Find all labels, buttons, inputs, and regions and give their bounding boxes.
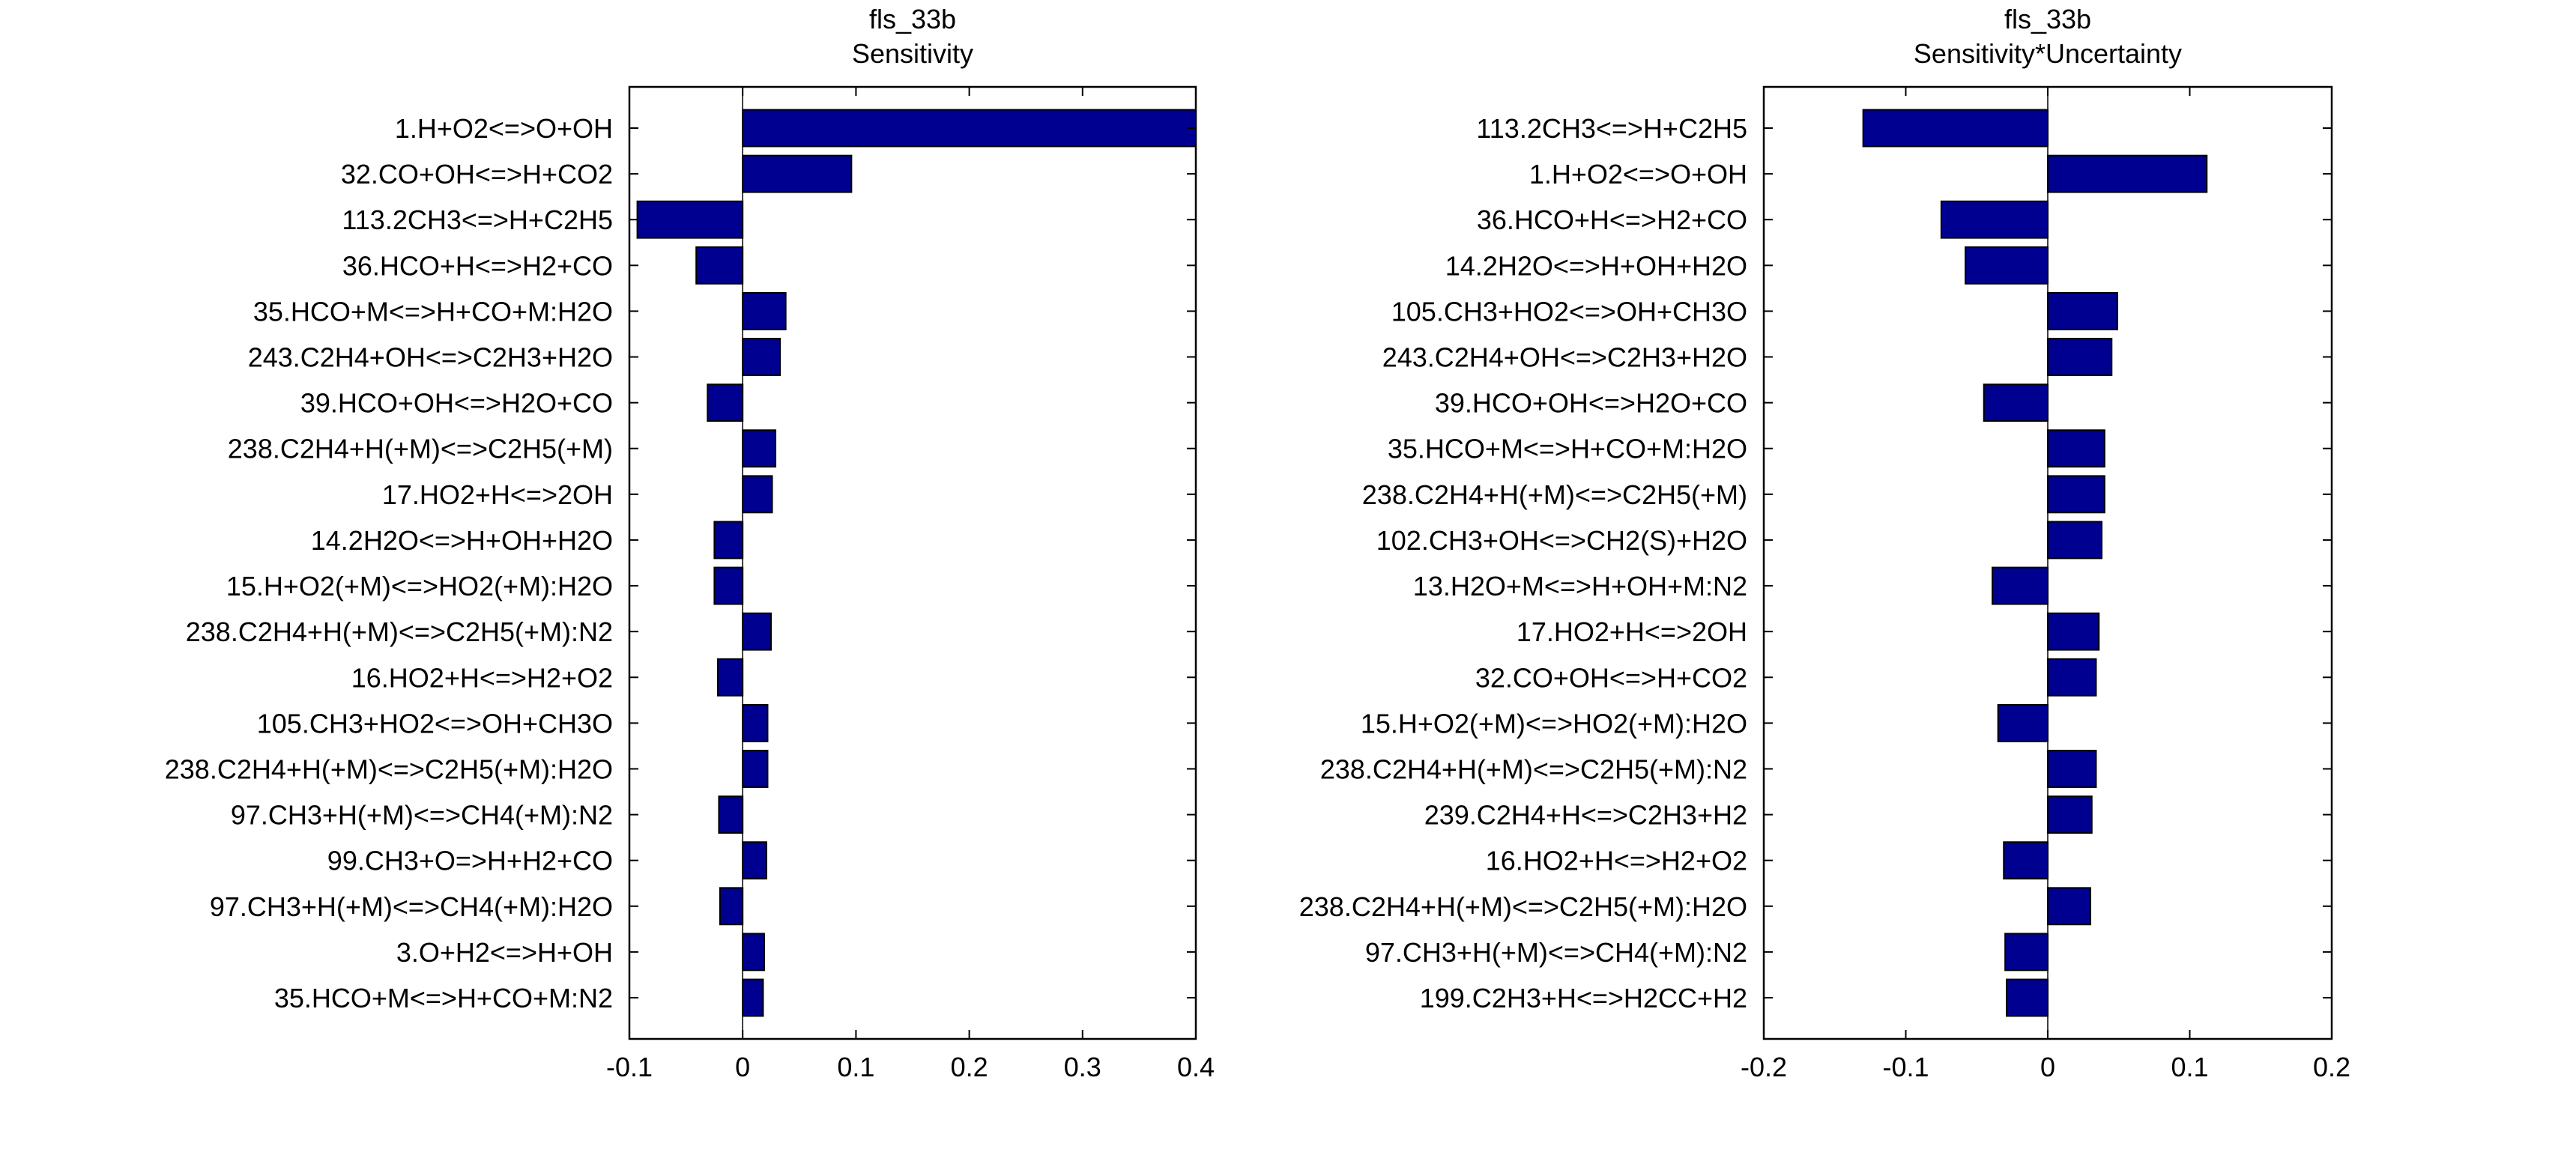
bar [742,612,773,651]
bar [2047,658,2097,697]
bar [742,841,767,880]
category-label: 113.2CH3<=>H+C2H5 [342,204,613,235]
bar [742,933,765,972]
category-label: 105.CH3+HO2<=>OH+CH3O [257,708,613,739]
bar [2047,795,2093,834]
bar [2047,429,2105,468]
bar [636,200,744,239]
category-label: 32.CO+OH<=>H+CO2 [1475,662,1747,693]
category-label: 243.C2H4+OH<=>C2H3+H2O [1382,342,1747,373]
category-label: 238.C2H4+H(+M)<=>C2H5(+M) [228,434,613,464]
bar [2003,841,2049,880]
bar [707,384,744,422]
category-label: 99.CH3+O=>H+H2+CO [327,846,613,876]
bar [742,154,853,193]
bar [742,291,787,330]
category-label: 13.H2O+M<=>H+OH+M:N2 [1413,571,1747,601]
x-tick-label: -0.2 [1741,1052,1787,1082]
x-tick-label: 0.1 [2171,1052,2208,1082]
category-label: 239.C2H4+H<=>C2H3+H2 [1424,800,1747,831]
category-label: 97.CH3+H(+M)<=>CH4(+M):N2 [231,800,613,831]
category-label: 1.H+O2<=>O+OH [1529,159,1747,190]
bar [742,703,769,742]
x-tick-label: 0.1 [837,1052,874,1082]
category-label: 14.2H2O<=>H+OH+H2O [311,525,613,556]
bar [2047,291,2118,330]
category-label: 238.C2H4+H(+M)<=>C2H5(+M):N2 [186,616,613,647]
bar [2004,933,2049,972]
category-label: 238.C2H4+H(+M)<=>C2H5(+M):H2O [165,754,613,784]
category-label: 15.H+O2(+M)<=>HO2(+M):H2O [1361,708,1747,739]
category-label: 238.C2H4+H(+M)<=>C2H5(+M):H2O [1299,891,1747,922]
bar [742,750,769,788]
bar [2047,338,2113,376]
category-label: 105.CH3+HO2<=>OH+CH3O [1391,296,1747,327]
category-label: 1.H+O2<=>O+OH [395,113,613,144]
bar [713,521,744,560]
category-label: 35.HCO+M<=>H+CO+M:H2O [1388,434,1747,464]
bar [1862,109,2049,148]
category-label: 15.H+O2(+M)<=>HO2(+M):H2O [226,571,613,601]
x-tick-label: -0.1 [1882,1052,1929,1082]
bar [742,109,1197,148]
bar [1965,246,2049,285]
category-label: 36.HCO+H<=>H2+CO [342,250,613,281]
bar [713,566,744,605]
chart-title: fls_33b [2004,4,2091,34]
category-label: 39.HCO+OH<=>H2O+CO [300,388,613,419]
category-label: 16.HO2+H<=>H2+O2 [1486,846,1747,876]
category-label: 35.HCO+M<=>H+CO+M:H2O [253,296,613,327]
bar [1940,200,2049,239]
category-label: 3.O+H2<=>H+OH [396,937,613,968]
bar [2047,750,2097,788]
bar [2047,887,2091,926]
x-tick-label: 0 [2040,1052,2055,1082]
category-label: 35.HCO+M<=>H+CO+M:N2 [274,983,613,1013]
x-tick-label: 0.2 [951,1052,988,1082]
sensitivity-panel: fls_33b Sensitivity 1.H+O2<=>O+OH 32.CO+O… [165,4,1215,1082]
category-label: 36.HCO+H<=>H2+CO [1477,204,1747,235]
bar [2047,475,2105,514]
bar [742,338,781,376]
category-label: 16.HO2+H<=>H2+O2 [351,662,613,693]
bar [742,475,773,514]
category-label: 238.C2H4+H(+M)<=>C2H5(+M) [1362,479,1747,510]
bar [716,658,744,697]
bar [2047,612,2100,651]
x-tick-label: 0.3 [1064,1052,1101,1082]
category-label: 97.CH3+H(+M)<=>CH4(+M):H2O [210,891,613,922]
chart-subtitle: Sensitivity [852,38,973,69]
category-label: 199.C2H3+H<=>H2CC+H2 [1420,983,1747,1013]
category-label: 17.HO2+H<=>2OH [1517,616,1747,647]
category-label: 39.HCO+OH<=>H2O+CO [1435,388,1747,419]
bar [1983,384,2049,422]
category-label: 97.CH3+H(+M)<=>CH4(+M):N2 [1365,937,1747,968]
chart-title: fls_33b [869,4,956,34]
bar [1992,566,2049,605]
bar [2047,521,2103,560]
bar [742,429,777,468]
category-label: 32.CO+OH<=>H+CO2 [341,159,613,190]
x-tick-label: 0.4 [1177,1052,1215,1082]
bar [1997,703,2049,742]
category-label: 238.C2H4+H(+M)<=>C2H5(+M):N2 [1320,754,1747,784]
bar [718,795,744,834]
sensitivity-uncertainty-panel: fls_33b Sensitivity*Uncertainty 113.2CH3… [1299,4,2350,1082]
bar [695,246,744,285]
category-label: 243.C2H4+OH<=>C2H3+H2O [248,342,613,373]
bar [719,887,744,926]
bar [2006,978,2049,1017]
axes-box [628,85,1197,1040]
category-label: 14.2H2O<=>H+OH+H2O [1445,250,1747,281]
x-tick-label: 0 [735,1052,750,1082]
category-label: 113.2CH3<=>H+C2H5 [1476,113,1747,144]
x-tick-label: 0.2 [2313,1052,2350,1082]
x-tick-label: -0.1 [606,1052,653,1082]
category-label: 102.CH3+OH<=>CH2(S)+H2O [1376,525,1747,556]
bar [2047,154,2208,193]
category-label: 17.HO2+H<=>2OH [382,479,613,510]
chart-subtitle: Sensitivity*Uncertainty [1914,38,2182,69]
bar [742,978,764,1017]
